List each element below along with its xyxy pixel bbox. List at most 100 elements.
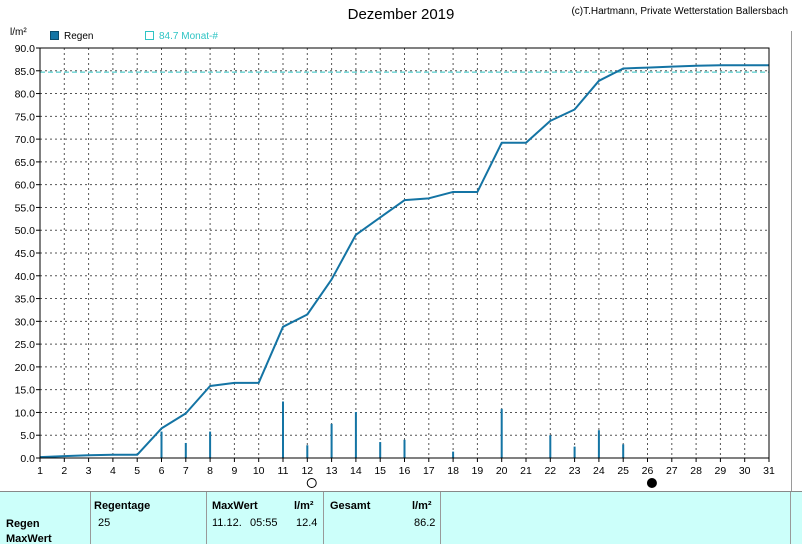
maxwert-time: 05:55 <box>250 517 278 529</box>
summary-panel: Regen MaxWert Regentage 25 MaxWert 11.12… <box>0 491 802 545</box>
maxwert-date: 11.12. <box>212 517 242 529</box>
y-tick-label: 50.0 <box>15 225 36 237</box>
x-tick-label: 24 <box>593 465 605 477</box>
x-tick-label: 5 <box>134 465 140 477</box>
daily-bar <box>306 445 309 458</box>
y-tick-label: 75.0 <box>15 111 36 123</box>
y-tick-label: 15.0 <box>15 385 36 397</box>
new-moon-icon <box>646 478 657 488</box>
panel-divider <box>440 492 441 544</box>
x-tick-label: 26 <box>642 465 654 477</box>
x-tick-label: 17 <box>423 465 435 477</box>
x-tick-label: 6 <box>159 465 165 477</box>
maxwert-value: 12.4 <box>296 517 318 529</box>
daily-bar <box>184 442 187 458</box>
panel-divider <box>790 492 791 544</box>
legend-swatch-regen <box>50 31 59 40</box>
x-tick-label: 9 <box>231 465 237 477</box>
x-tick-label: 2 <box>61 465 67 477</box>
legend-swatch-monat <box>145 31 154 40</box>
daily-bar <box>379 442 382 458</box>
legend-label-monat: 84.7 Monat-# <box>159 31 218 42</box>
daily-bars-layer <box>160 401 625 458</box>
x-tick-label: 28 <box>690 465 702 477</box>
x-tick-label: 11 <box>278 465 289 477</box>
x-tick-label: 12 <box>301 465 313 477</box>
x-tick-label: 7 <box>183 465 189 477</box>
daily-bar <box>452 451 455 458</box>
daily-bar <box>330 423 333 458</box>
right-scrollbar-strip[interactable] <box>791 31 802 491</box>
y-tick-label: 10.0 <box>15 407 36 419</box>
x-tick-label: 16 <box>399 465 411 477</box>
y-tick-label: 20.0 <box>15 362 36 374</box>
y-axis-unit-label: l/m² <box>10 27 27 38</box>
x-tick-label: 29 <box>715 465 727 477</box>
y-tick-label: 60.0 <box>15 180 36 192</box>
daily-bar <box>282 401 284 458</box>
chart-title: Dezember 2019 <box>347 6 455 23</box>
daily-bar <box>500 408 503 458</box>
daily-bar <box>403 439 406 458</box>
x-tick-label: 20 <box>496 465 508 477</box>
gesamt-value: 86.2 <box>414 517 436 529</box>
y-tick-label: 30.0 <box>15 316 36 328</box>
daily-bar <box>354 411 357 458</box>
gesamt-unit-header: l/m² <box>412 500 432 512</box>
panel-divider <box>323 492 324 544</box>
plot-frame <box>39 47 770 459</box>
rain-chart: 0.0 5.0 10.0 15.0 20.0 25.0 30.0 35.0 40.0 45.0 50… <box>15 43 775 488</box>
x-tick-label: 27 <box>666 465 678 477</box>
daily-bar <box>160 431 163 458</box>
panel-divider <box>90 492 91 544</box>
x-tick-label: 31 <box>763 465 775 477</box>
x-tick-label: 14 <box>350 465 362 477</box>
daily-bar <box>597 430 600 458</box>
panel-divider <box>206 492 207 544</box>
daily-bar <box>549 435 552 458</box>
x-tick-label: 4 <box>110 465 116 477</box>
chart-grid <box>40 47 769 458</box>
legend-item-regen: Regen <box>50 31 93 42</box>
x-tick-label: 30 <box>739 465 751 477</box>
moon-phase-layer <box>306 478 657 488</box>
x-tick-label: 13 <box>326 465 338 477</box>
daily-bar <box>622 444 625 458</box>
cumulative-rain-line <box>39 64 769 459</box>
y-tick-label: 65.0 <box>15 157 36 169</box>
x-tick-label: 18 <box>447 465 459 477</box>
y-tick-label: 35.0 <box>15 294 36 306</box>
regentage-value: 25 <box>98 517 111 529</box>
y-tick-label: 5.0 <box>20 430 35 442</box>
maxwert-unit-header: l/m² <box>294 500 314 512</box>
regentage-header: Regentage <box>94 500 151 512</box>
y-tick-label: 85.0 <box>15 66 36 78</box>
gesamt-header: Gesamt <box>330 500 371 512</box>
panel-row-maxwert: MaxWert <box>6 533 52 545</box>
x-tick-label: 23 <box>569 465 581 477</box>
chart-axes: 0.0 5.0 10.0 15.0 20.0 25.0 30.0 35.0 40.0 45.0 50… <box>15 43 775 477</box>
cumulative-line-layer <box>39 64 769 459</box>
legend-item-monat: 84.7 Monat-# <box>145 31 218 42</box>
y-tick-label: 90.0 <box>15 43 36 55</box>
y-tick-label: 0.0 <box>20 453 35 465</box>
daily-bar <box>209 431 212 458</box>
x-tick-label: 19 <box>472 465 484 477</box>
copyright-text: (c)T.Hartmann, Private Wetterstation Bal… <box>571 6 788 17</box>
x-tick-label: 25 <box>617 465 629 477</box>
y-tick-label: 40.0 <box>15 271 36 283</box>
full-moon-icon <box>306 478 317 488</box>
x-tick-label: 10 <box>253 465 265 477</box>
maxwert-header: MaxWert <box>212 500 258 512</box>
y-tick-label: 70.0 <box>15 134 36 146</box>
x-tick-label: 1 <box>37 465 43 477</box>
y-tick-label: 80.0 <box>15 89 36 101</box>
x-tick-label: 15 <box>374 465 386 477</box>
y-tick-label: 55.0 <box>15 202 36 214</box>
x-tick-label: 22 <box>544 465 556 477</box>
legend-label-regen: Regen <box>64 31 94 42</box>
y-tick-label: 25.0 <box>15 339 36 351</box>
x-tick-label: 3 <box>86 465 92 477</box>
daily-bar <box>573 446 576 458</box>
y-tick-label: 45.0 <box>15 248 36 260</box>
